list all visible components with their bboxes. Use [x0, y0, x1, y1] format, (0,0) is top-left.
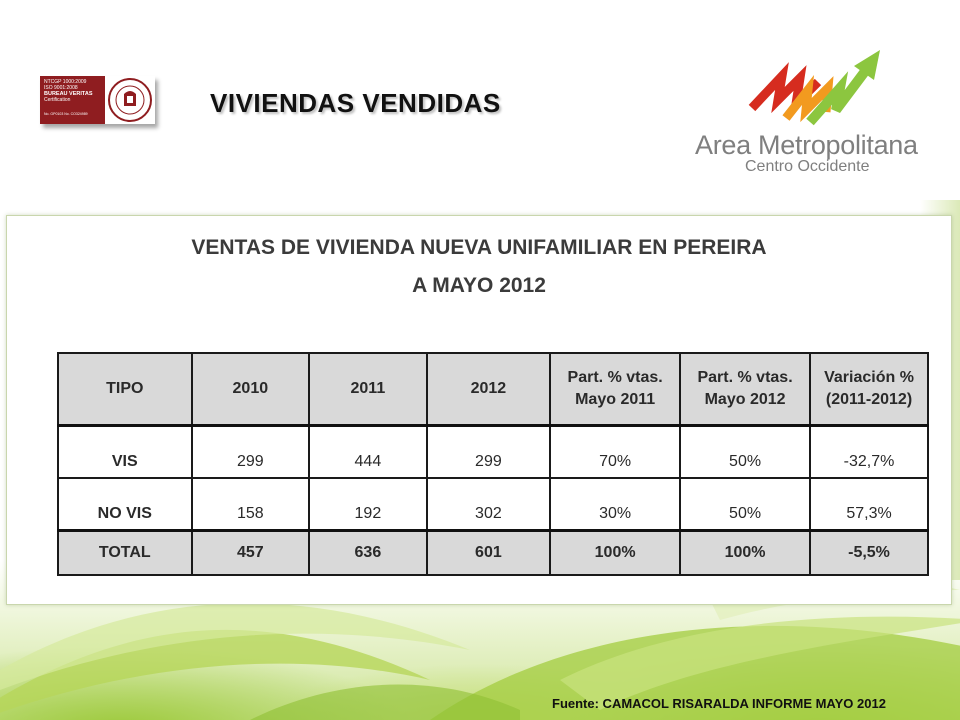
logo-subtitle: Centro Occidente — [745, 158, 870, 175]
cert-badge-text: NTCGP 1000:2009 ISO 9001:2008 BUREAU VER… — [40, 76, 105, 124]
header-tipo: TIPO — [57, 352, 193, 427]
header-part-2011-label: Part. % vtas. Mayo 2011 — [567, 369, 663, 408]
header-variacion: Variación % (2011-2012) — [809, 352, 929, 427]
cert-line-ntcgp: NTCGP 1000:2009 — [44, 79, 87, 85]
source-note: Fuente: CAMACOL RISARALDA INFORME MAYO 2… — [552, 696, 886, 711]
cell-variacion: -32,7% — [809, 424, 929, 479]
header-2010: 2010 — [190, 352, 311, 427]
total-tipo: TOTAL — [57, 529, 193, 576]
cell-tipo: VIS — [57, 424, 193, 479]
table-total-row: TOTAL 457 636 601 100% 100% -5,5% — [57, 529, 929, 576]
cert-line-numbers: No. GP0103 No. CO324989 — [44, 112, 88, 116]
bureau-veritas-seal-icon — [105, 76, 155, 124]
header-part-2012-label: Part. % vtas. Mayo 2012 — [697, 369, 793, 408]
cell-2010: 158 — [190, 477, 311, 532]
cell-2011: 192 — [308, 477, 428, 532]
cell-2012: 299 — [425, 424, 552, 479]
table-header-row: TIPO 2010 2011 2012 Part. % vtas. Mayo 2… — [57, 352, 929, 427]
cell-2012: 302 — [425, 477, 552, 532]
cert-line-bureau: BUREAU VERITAS — [44, 91, 93, 97]
cell-2010: 299 — [190, 424, 311, 479]
table-row: NO VIS 158 192 302 30% 50% 57,3% — [57, 477, 929, 532]
total-2011: 636 — [308, 529, 428, 576]
total-2010: 457 — [190, 529, 311, 576]
total-part-2012: 100% — [679, 529, 812, 576]
cert-line-certification: Certification — [44, 97, 71, 103]
cell-tipo: NO VIS — [57, 477, 193, 532]
header-part-2011: Part. % vtas. Mayo 2011 — [549, 352, 682, 427]
cell-2011: 444 — [308, 424, 428, 479]
cell-part-2012: 50% — [679, 424, 812, 479]
cell-part-2011: 70% — [549, 424, 682, 479]
total-part-2011: 100% — [549, 529, 682, 576]
header-2011: 2011 — [308, 352, 428, 427]
area-metropolitana-logo-icon — [748, 50, 880, 126]
header-part-2012: Part. % vtas. Mayo 2012 — [679, 352, 812, 427]
cert-line-iso: ISO 9001:2008 — [44, 85, 78, 91]
table-title: VENTAS DE VIVIENDA NUEVA UNIFAMILIAR EN … — [191, 236, 767, 259]
cell-part-2012: 50% — [679, 477, 812, 532]
header-2012: 2012 — [425, 352, 552, 427]
table-row: VIS 299 444 299 70% 50% -32,7% — [57, 424, 929, 479]
sales-table: TIPO 2010 2011 2012 Part. % vtas. Mayo 2… — [57, 352, 929, 576]
cell-variacion: 57,3% — [809, 477, 929, 532]
total-2012: 601 — [425, 529, 552, 576]
table-subtitle: A MAYO 2012 — [412, 274, 546, 297]
cell-part-2011: 30% — [549, 477, 682, 532]
logo-name: Area Metropolitana — [695, 130, 918, 160]
sales-table-panel: VENTAS DE VIVIENDA NUEVA UNIFAMILIAR EN … — [6, 215, 952, 605]
header-variacion-label: Variación % (2011-2012) — [824, 369, 914, 408]
total-variacion: -5,5% — [809, 529, 929, 576]
bureau-veritas-certification-badge: NTCGP 1000:2009 ISO 9001:2008 BUREAU VER… — [40, 76, 155, 124]
slide-title: VIVIENDAS VENDIDAS — [210, 88, 501, 118]
